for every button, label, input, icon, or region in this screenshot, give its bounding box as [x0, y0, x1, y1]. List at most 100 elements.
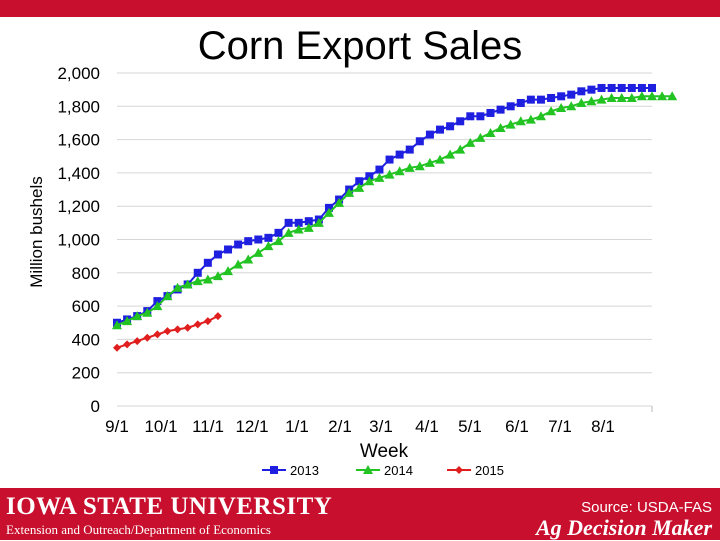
data-point: [435, 154, 446, 164]
data-point: [374, 172, 385, 182]
data-point: [153, 330, 162, 339]
data-point: [122, 316, 133, 326]
x-tick-label: 3/1: [369, 417, 393, 436]
x-tick-label: 9/1: [105, 417, 129, 436]
y-tick-label: 600: [72, 297, 100, 316]
legend-item-2013: 2013: [262, 463, 319, 478]
data-point: [244, 237, 253, 246]
data-point: [576, 97, 587, 107]
data-point: [354, 182, 365, 192]
data-point: [344, 187, 355, 197]
data-point: [192, 276, 203, 286]
legend-item-2015: 2015: [447, 463, 504, 478]
data-point: [486, 108, 495, 117]
data-point: [456, 117, 465, 126]
data-point: [293, 224, 304, 234]
data-point: [547, 93, 556, 102]
data-point: [657, 91, 668, 101]
data-point: [455, 466, 463, 474]
ag-decision-maker-logo: Ag Decision Maker: [536, 515, 712, 540]
data-point: [163, 327, 172, 336]
data-point: [465, 137, 476, 147]
data-point: [587, 85, 596, 94]
data-point: [254, 235, 263, 244]
data-point: [172, 282, 183, 292]
data-point: [485, 127, 496, 137]
data-point: [617, 83, 626, 92]
data-point: [414, 161, 425, 171]
data-point: [143, 333, 152, 342]
x-tick-label: 8/1: [591, 417, 615, 436]
data-point: [274, 228, 283, 237]
x-tick-label: 2/1: [328, 417, 352, 436]
source-note: Source: USDA-FAS: [581, 499, 712, 516]
data-point: [304, 217, 313, 226]
legend-label: 2014: [384, 463, 413, 478]
data-point: [364, 176, 375, 186]
data-point: [586, 96, 597, 106]
data-point: [355, 177, 364, 186]
x-tick-label: 11/1: [192, 417, 224, 436]
data-point: [212, 271, 223, 281]
series-line: [116, 95, 673, 327]
data-point: [607, 83, 616, 92]
data-point: [425, 130, 434, 139]
department-text: Extension and Outreach/Department of Eco…: [6, 522, 271, 537]
data-point: [556, 102, 567, 112]
data-point: [284, 218, 293, 227]
data-point: [193, 320, 202, 329]
series-2014: [112, 91, 678, 330]
data-point: [113, 343, 121, 352]
data-point: [375, 165, 384, 174]
x-tick-label: 12/1: [235, 417, 268, 436]
data-point: [173, 325, 182, 334]
data-point: [535, 111, 546, 121]
data-point: [637, 83, 646, 92]
data-point: [234, 240, 243, 249]
slide-title: Corn Export Sales: [197, 24, 523, 68]
top-accent-bar: [0, 0, 720, 17]
y-tick-label: 0: [91, 397, 100, 416]
data-point: [283, 227, 294, 237]
x-tick-label: 1/1: [285, 417, 309, 436]
data-point: [405, 145, 414, 154]
data-point: [566, 101, 577, 111]
data-point: [294, 218, 303, 227]
data-point: [270, 466, 278, 474]
y-tick-label: 1,400: [57, 164, 100, 183]
data-point: [223, 266, 234, 276]
data-point: [142, 307, 153, 317]
data-point: [495, 122, 506, 132]
x-tick-labels: 9/1 10/1 11/1 12/1 1/1 2/1 3/1 4/1 5/1 6/1 7/1 8/1: [105, 417, 615, 436]
data-point: [263, 241, 274, 251]
y-tick-labels: 0 200 400 600 800 1,000 1,200 1,400 1,600 1,800 2,…: [57, 64, 100, 416]
data-point: [253, 247, 264, 257]
series-group: [112, 83, 678, 352]
data-point: [627, 83, 636, 92]
data-point: [112, 320, 122, 330]
data-point: [636, 91, 647, 101]
data-point: [323, 207, 334, 217]
x-axis-label: Week: [360, 441, 409, 462]
x-tick-label: 7/1: [548, 417, 572, 436]
data-point: [273, 236, 284, 246]
data-point: [506, 102, 515, 111]
data-point: [445, 149, 456, 159]
series-2013: [113, 83, 656, 327]
data-point: [626, 92, 637, 102]
legend-label: 2013: [290, 463, 319, 478]
data-point: [567, 90, 576, 99]
data-point: [313, 217, 324, 227]
data-point: [123, 340, 132, 349]
data-point: [436, 125, 445, 134]
data-point: [647, 91, 657, 101]
series-line: [116, 87, 652, 324]
data-point: [546, 106, 557, 116]
legend-label: 2015: [475, 463, 504, 478]
data-point: [334, 197, 345, 207]
data-point: [132, 311, 143, 321]
university-wordmark: IOWA STATE UNIVERSITY: [6, 493, 333, 520]
series-2015: [113, 312, 222, 352]
data-point: [577, 87, 586, 96]
y-tick-label: 2,000: [57, 64, 100, 83]
